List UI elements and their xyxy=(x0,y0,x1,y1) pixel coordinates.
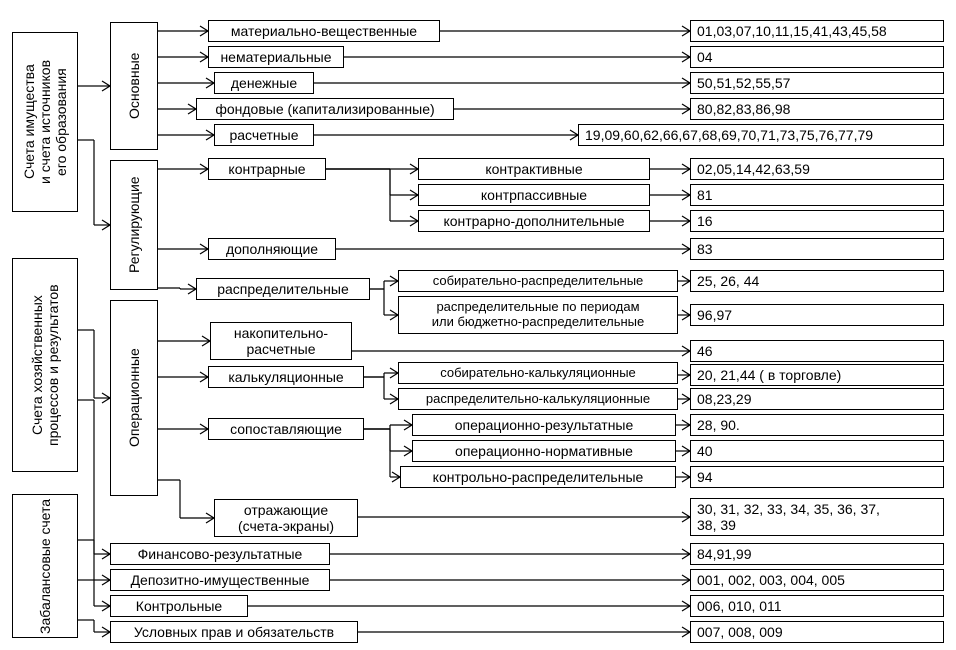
lvl2-l2_11: сопоставляющие xyxy=(208,418,364,440)
codes-c11: 96,97 xyxy=(690,304,944,326)
codes-c9: 83 xyxy=(690,238,944,260)
lvl3-l3_10: контрольно-распределительные xyxy=(400,466,676,488)
lvl2-l2_9: накопительно- расчетные xyxy=(210,322,352,360)
lvl2-l2_7: дополняющие xyxy=(208,238,336,260)
group-g3: Операционные xyxy=(110,300,158,496)
lvl2-l2_8: распределительные xyxy=(196,278,370,300)
codes-c16: 40 xyxy=(690,440,944,462)
codes-c18: 30, 31, 32, 33, 34, 35, 36, 37, 38, 39 xyxy=(690,498,944,536)
codes-c2: 04 xyxy=(690,46,944,68)
lvl2-l2_14: Депозитно-имущественные xyxy=(110,569,330,591)
codes-c7: 81 xyxy=(690,184,944,206)
codes-c21: 006, 010, 011 xyxy=(690,595,944,617)
codes-c20: 001, 002, 003, 004, 005 xyxy=(690,569,944,591)
codes-c12: 46 xyxy=(690,340,944,362)
lvl2-l2_12: отражающие (счета-экраны) xyxy=(214,499,358,537)
lvl2-l2_5: расчетные xyxy=(214,124,314,146)
lvl3-l3_3: контрарно-дополнительные xyxy=(418,210,650,232)
lvl3-l3_2: контрпассивные xyxy=(418,184,650,206)
root-root1: Счета имущества и счета источников его о… xyxy=(12,32,78,212)
codes-c19: 84,91,99 xyxy=(690,543,944,565)
lvl2-l2_10: калькуляционные xyxy=(208,366,364,388)
lvl2-l2_6: контрарные xyxy=(208,158,326,180)
codes-c3: 50,51,52,55,57 xyxy=(690,72,944,94)
lvl2-l2_1: материально-вещественные xyxy=(208,20,440,42)
lvl3-l3_6: собирательно-калькуляционные xyxy=(398,362,678,384)
lvl2-l2_15: Контрольные xyxy=(110,595,248,617)
codes-c6: 02,05,14,42,63,59 xyxy=(690,158,944,180)
codes-c14: 08,23,29 xyxy=(690,388,944,410)
root-root2: Счета хозяйственных процессов и результа… xyxy=(12,258,78,472)
lvl3-l3_9: операционно-нормативные xyxy=(412,440,676,462)
lvl2-l2_16: Условных прав и обязательств xyxy=(110,621,358,643)
codes-c15: 28, 90. xyxy=(690,414,944,436)
codes-c4: 80,82,83,86,98 xyxy=(690,98,944,120)
lvl3-l3_7: распределительно-калькуляционные xyxy=(398,388,678,410)
group-g2: Регулирующие xyxy=(110,160,158,290)
lvl3-l3_5: распределительные по периодам или бюджет… xyxy=(398,296,678,334)
codes-c17: 94 xyxy=(690,466,944,488)
codes-c22: 007, 008, 009 xyxy=(690,621,944,643)
root-root3: Забалансовые счета xyxy=(12,494,78,638)
lvl3-l3_1: контрактивные xyxy=(418,158,650,180)
lvl3-l3_4: собирательно-распределительные xyxy=(398,270,678,292)
lvl2-l2_13: Финансово-результатные xyxy=(110,543,330,565)
lvl2-l2_4: фондовые (капитализированные) xyxy=(196,98,454,120)
codes-c1: 01,03,07,10,11,15,41,43,45,58 xyxy=(690,20,944,42)
codes-c8: 16 xyxy=(690,210,944,232)
codes-c10: 25, 26, 44 xyxy=(690,270,944,292)
lvl2-l2_3: денежные xyxy=(214,72,314,94)
group-g1: Основные xyxy=(110,22,158,150)
codes-c5: 19,09,60,62,66,67,68,69,70,71,73,75,76,7… xyxy=(578,124,944,146)
codes-c13: 20, 21,44 ( в торговле) xyxy=(690,364,944,386)
lvl2-l2_2: нематериальные xyxy=(208,46,344,68)
lvl3-l3_8: операционно-результатные xyxy=(412,414,676,436)
